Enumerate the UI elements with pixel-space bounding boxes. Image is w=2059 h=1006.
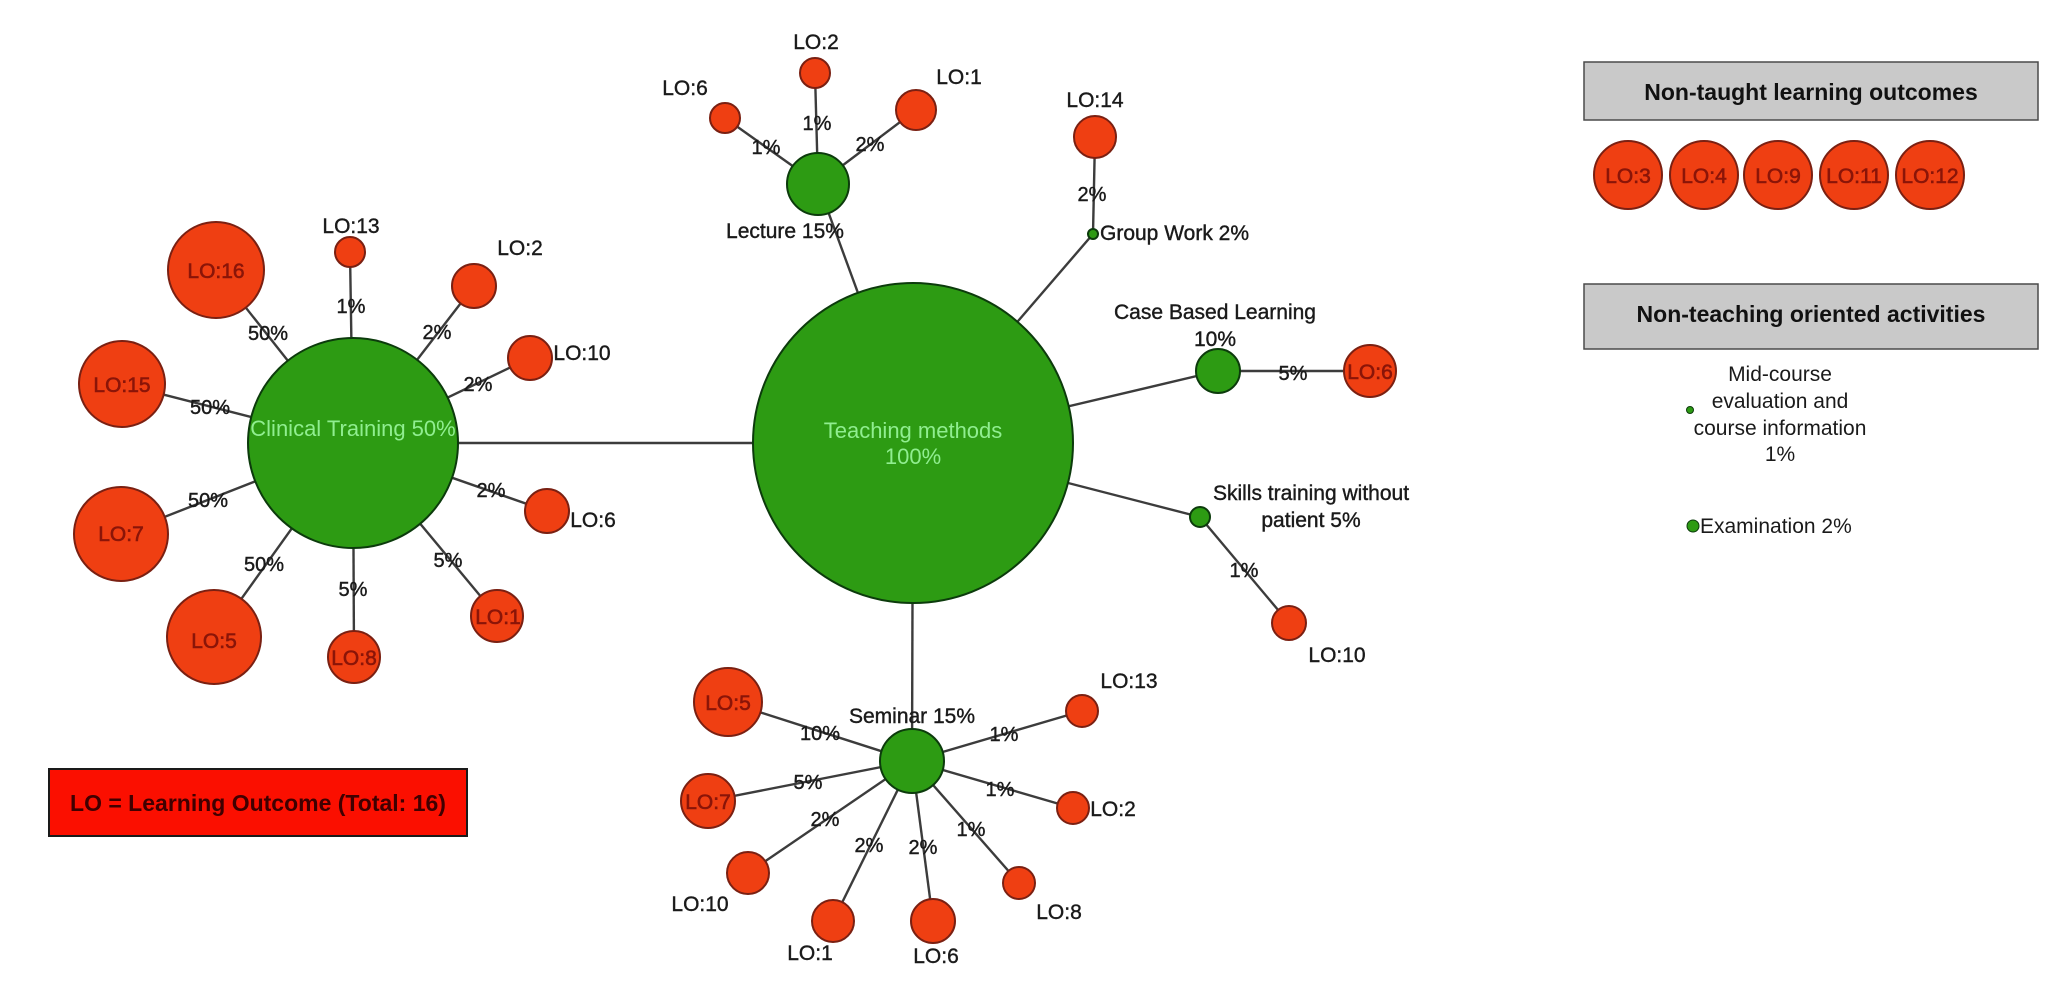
svg-text:2%: 2% [811,809,840,831]
svg-text:LO:10: LO:10 [671,893,728,916]
svg-text:LO:1: LO:1 [936,66,982,89]
svg-text:1%: 1% [957,819,986,841]
svg-text:Non-taught learning outcomes: Non-taught learning outcomes [1644,79,1978,105]
svg-text:LO:8: LO:8 [1036,901,1082,924]
svg-text:LO:2: LO:2 [1090,798,1136,821]
svg-text:LO:10: LO:10 [553,342,610,365]
svg-text:100%: 100% [885,444,941,469]
svg-text:LO:6: LO:6 [913,945,959,968]
svg-text:Examination 2%: Examination 2% [1700,515,1852,538]
svg-text:Skills training without: Skills training without [1213,482,1409,505]
svg-text:Seminar 15%: Seminar 15% [849,705,975,728]
svg-text:course information: course information [1694,417,1867,440]
svg-text:5%: 5% [339,579,368,601]
svg-text:LO:5: LO:5 [191,630,237,653]
svg-text:2%: 2% [477,480,506,502]
svg-text:50%: 50% [248,323,288,345]
svg-text:LO:2: LO:2 [793,31,839,54]
svg-text:LO:16: LO:16 [187,260,244,283]
svg-text:2%: 2% [856,134,885,156]
svg-text:Case Based Learning: Case Based Learning [1114,301,1316,324]
svg-text:2%: 2% [1078,184,1107,206]
svg-text:2%: 2% [423,322,452,344]
svg-text:5%: 5% [434,550,463,572]
svg-text:Teaching methods: Teaching methods [824,418,1003,443]
svg-text:50%: 50% [244,554,284,576]
svg-text:LO = Learning Outcome (Total:: LO = Learning Outcome (Total: 16) [70,790,446,816]
svg-text:LO:10: LO:10 [1308,644,1365,667]
svg-text:LO:2: LO:2 [497,237,543,260]
svg-text:LO:13: LO:13 [1100,670,1157,693]
svg-text:LO:13: LO:13 [322,215,379,238]
svg-text:LO:5: LO:5 [705,692,751,715]
svg-text:1%: 1% [752,137,781,159]
svg-text:LO:8: LO:8 [331,647,377,670]
svg-text:LO:1: LO:1 [475,606,521,629]
svg-text:Mid-course: Mid-course [1728,363,1832,386]
svg-text:Non-teaching oriented activiti: Non-teaching oriented activities [1637,301,1986,327]
svg-text:1%: 1% [1230,560,1259,582]
svg-text:10%: 10% [800,723,840,745]
svg-text:1%: 1% [986,779,1015,801]
svg-text:1%: 1% [803,113,832,135]
svg-text:50%: 50% [188,490,228,512]
svg-text:LO:3: LO:3 [1605,165,1651,188]
svg-text:LO:9: LO:9 [1755,165,1801,188]
svg-text:50%: 50% [190,397,230,419]
svg-text:LO:7: LO:7 [98,523,144,546]
svg-text:LO:14: LO:14 [1066,89,1124,112]
svg-text:LO:11: LO:11 [1826,165,1882,188]
svg-text:LO:1: LO:1 [787,942,833,965]
svg-text:10%: 10% [1194,328,1236,351]
svg-text:1%: 1% [1765,443,1795,466]
svg-text:patient 5%: patient 5% [1261,509,1360,532]
svg-text:2%: 2% [909,837,938,859]
svg-text:LO:7: LO:7 [685,791,731,814]
svg-text:Clinical Training 50%: Clinical Training 50% [250,416,455,441]
svg-text:evaluation and: evaluation and [1712,390,1849,413]
svg-text:Group Work 2%: Group Work 2% [1100,222,1249,245]
svg-text:LO:6: LO:6 [570,509,616,532]
svg-text:5%: 5% [1279,363,1308,385]
svg-text:1%: 1% [990,724,1019,746]
svg-text:Lecture 15%: Lecture 15% [726,220,844,243]
svg-text:5%: 5% [794,772,823,794]
svg-text:1%: 1% [337,296,366,318]
svg-text:2%: 2% [464,374,493,396]
svg-text:LO:4: LO:4 [1681,165,1727,188]
svg-text:LO:15: LO:15 [93,374,150,397]
svg-text:LO:6: LO:6 [1347,361,1393,384]
svg-text:LO:12: LO:12 [1901,165,1958,188]
svg-text:2%: 2% [855,835,884,857]
svg-text:LO:6: LO:6 [662,77,708,100]
